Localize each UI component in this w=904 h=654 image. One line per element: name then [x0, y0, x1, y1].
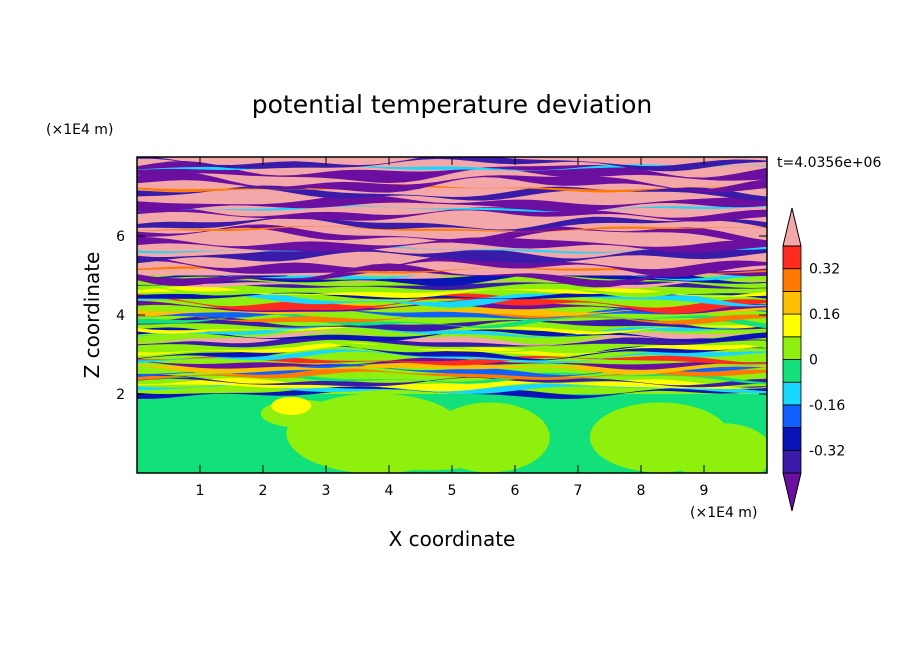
colorbar-swatch: [782, 313, 802, 338]
colorbar-tick-label: 0.32: [809, 262, 840, 278]
contour-band: [137, 205, 767, 212]
colorbar-swatch: [782, 381, 802, 406]
contour-band: [137, 325, 767, 338]
contour-band: [137, 331, 767, 346]
x-tick-label: 6: [511, 483, 520, 499]
x-tick-label: 7: [574, 483, 583, 499]
x-tick-label: 8: [637, 483, 646, 499]
colorbar-swatch: [782, 268, 802, 292]
contour-band: [137, 266, 767, 274]
chart-title: potential temperature deviation: [252, 90, 652, 119]
y-tick-label: 6: [116, 229, 125, 245]
colorbar-swatch: [782, 336, 802, 360]
colorbar-tick-label: 0.16: [809, 307, 840, 323]
contour-band: [137, 316, 767, 332]
contour-band: [137, 269, 767, 286]
contour-band: [137, 310, 767, 325]
colorbar-tick-label: 0: [809, 353, 818, 369]
colorbar-swatch: [782, 290, 802, 315]
contour-bands: [137, 157, 767, 473]
y-tick-label: 4: [116, 308, 125, 324]
contour-band: [137, 360, 767, 375]
contour-band: [137, 354, 767, 366]
colorbar-swatch: [782, 449, 802, 474]
contour-band: [137, 375, 767, 388]
contour-band: [137, 342, 767, 356]
contour-band: [137, 378, 767, 392]
x-tick-label: 4: [385, 483, 394, 499]
plot-area: [137, 157, 767, 473]
contour-band: [137, 205, 767, 222]
contour-band: [137, 157, 767, 172]
contour-band: [137, 183, 767, 193]
y-unit-label: (×1E4 m): [46, 122, 113, 138]
time-label: t=4.0356e+06: [777, 155, 881, 171]
x-tick-label: 2: [259, 483, 268, 499]
colorbar-extend-low: [782, 472, 802, 512]
contour-band: [137, 327, 767, 342]
contour-band: [137, 293, 767, 314]
contour-band: [672, 423, 767, 473]
contour-band: [137, 236, 767, 253]
y-ticks: 2 4 6: [116, 229, 767, 403]
contour-band: [137, 281, 767, 298]
contour-band: [137, 303, 767, 317]
contour-band: [137, 290, 767, 308]
contour-band: [137, 300, 767, 314]
colorbar: -0.32 -0.16 0 0.16 0.32: [782, 207, 845, 512]
colorbar-tick-label: -0.32: [809, 443, 845, 459]
y-tick-label: 2: [116, 387, 125, 403]
colorbar-tick-label: -0.16: [809, 398, 845, 414]
contour-band: [429, 402, 550, 473]
contour-band: [137, 254, 767, 278]
y-axis-label: Z coordinate: [80, 252, 104, 379]
contour-band: [137, 286, 767, 298]
colorbar-extend-high: [782, 207, 802, 247]
x-unit-label: (×1E4 m): [690, 505, 757, 521]
x-tick-label: 3: [322, 483, 331, 499]
contour-band: [137, 224, 767, 244]
contour-band: [137, 171, 767, 193]
colorbar-swatch: [782, 359, 802, 383]
x-axis-label: X coordinate: [389, 527, 516, 551]
colorbar-swatch: [782, 404, 802, 428]
contour-band: [137, 268, 767, 281]
contour-band: [137, 263, 767, 288]
x-ticks: 1 2 3 4 5 6 7 8 9: [196, 157, 709, 499]
contour-band: [137, 185, 767, 201]
x-tick-label: 9: [700, 483, 709, 499]
x-tick-label: 5: [448, 483, 457, 499]
contour-band: [137, 216, 767, 231]
contour-band: [137, 194, 767, 213]
x-tick-label: 1: [196, 483, 205, 499]
colorbar-swatch: [782, 245, 802, 270]
contour-band: [271, 396, 312, 415]
contour-band: [137, 226, 767, 233]
colorbar-swatch: [782, 427, 802, 451]
